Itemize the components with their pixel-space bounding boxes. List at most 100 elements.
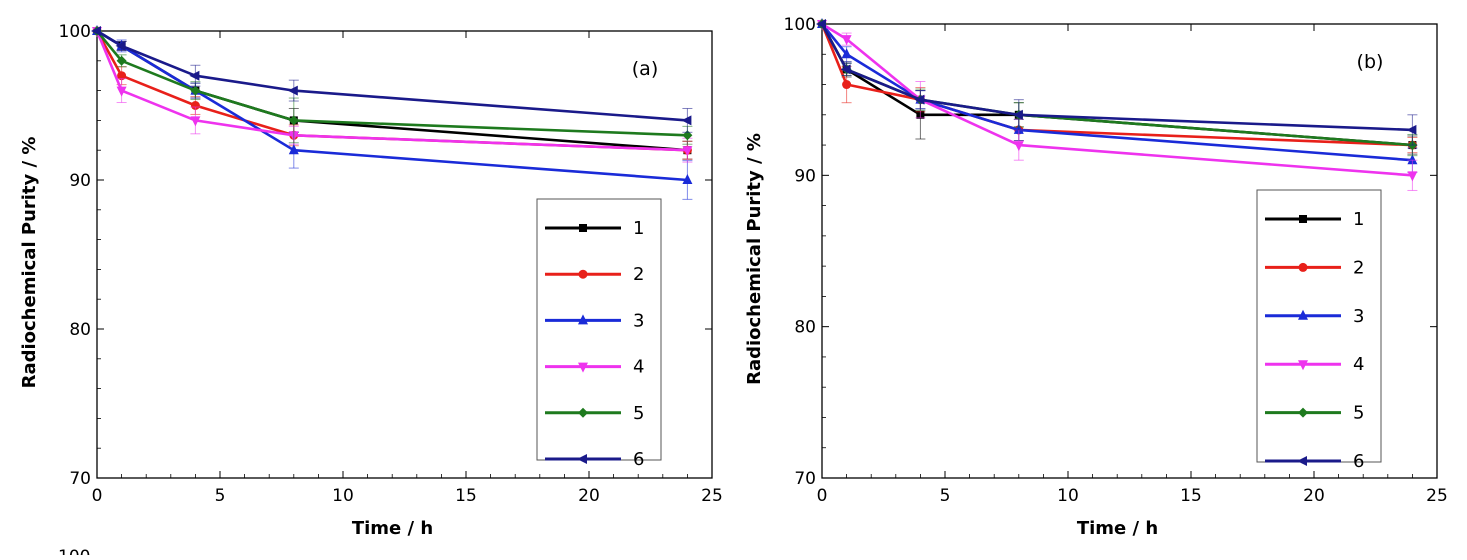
series-line <box>96 29 688 182</box>
legend-item-3: 3 <box>1265 306 1364 327</box>
series-4 <box>92 27 693 163</box>
legend-item-5: 5 <box>545 403 644 424</box>
legend-label: 3 <box>1353 306 1364 327</box>
data-point <box>816 19 826 29</box>
data-point <box>189 70 200 81</box>
legend-marker <box>1298 309 1308 320</box>
data-point <box>116 55 127 66</box>
data-point <box>914 94 925 105</box>
data-point <box>682 146 693 157</box>
data-point <box>287 85 298 96</box>
x-axis-label: Time / h <box>1077 518 1158 539</box>
plot-frame <box>96 30 713 479</box>
x-tick-label: 20 <box>1303 486 1325 506</box>
data-point <box>91 26 101 36</box>
data-point <box>288 115 299 126</box>
legend-marker <box>1298 360 1308 371</box>
legend-marker <box>1299 215 1307 223</box>
y-tick-label: 100 <box>59 22 91 42</box>
legend-item-6: 6 <box>1265 451 1364 472</box>
legend-item-1: 1 <box>1265 209 1364 230</box>
y-tick-label: 80 <box>794 318 816 338</box>
legend-box <box>1256 189 1382 463</box>
data-point <box>1407 154 1418 165</box>
legend-marker <box>1298 262 1308 272</box>
legend-label: 3 <box>633 310 644 331</box>
legend-item-4: 4 <box>545 357 644 378</box>
legend-label: 1 <box>1353 209 1364 230</box>
legend-item-2: 2 <box>545 264 644 285</box>
data-point <box>1013 141 1024 152</box>
data-point <box>1407 171 1418 182</box>
x-tick-label: 25 <box>1426 486 1448 506</box>
legend-label: 5 <box>1353 403 1364 424</box>
y-tick-label: 80 <box>69 320 91 340</box>
legend: 1 2 3 4 5 6 <box>536 198 662 470</box>
data-point <box>840 64 851 75</box>
x-axis-label: Time / h <box>352 518 433 539</box>
legend-label: 6 <box>1353 451 1364 472</box>
legend-label: 2 <box>1353 257 1364 278</box>
data-point <box>190 116 201 127</box>
legend-marker <box>577 454 587 464</box>
legend-marker <box>578 362 588 373</box>
x-tick-label: 15 <box>1180 486 1202 506</box>
series-3 <box>92 25 693 200</box>
legend-box <box>536 198 662 461</box>
y-tick-label: 90 <box>69 171 91 191</box>
data-point <box>841 48 852 59</box>
x-tick-label: 10 <box>1057 486 1079 506</box>
legend-marker <box>579 224 587 232</box>
x-tick-label: 10 <box>332 486 354 506</box>
legend-item-2: 2 <box>1265 257 1364 278</box>
series-5 <box>92 26 693 145</box>
x-tick-label: 15 <box>455 486 477 506</box>
data-point <box>681 115 692 126</box>
data-point <box>842 80 852 90</box>
x-tick-label: 0 <box>92 486 103 506</box>
y-tick-label: 70 <box>794 469 816 489</box>
panel-label: (b) <box>1357 51 1384 73</box>
stray-text: 100 <box>58 547 90 555</box>
data-point <box>288 144 299 155</box>
data-point <box>190 85 201 96</box>
y-tick-label: 90 <box>794 166 816 186</box>
panel-label: (a) <box>632 58 658 80</box>
data-point <box>1012 109 1023 120</box>
legend-label: 2 <box>633 264 644 285</box>
data-point <box>1406 124 1417 135</box>
legend-item-5: 5 <box>1265 403 1364 424</box>
legend-label: 6 <box>633 449 644 470</box>
series-6 <box>91 26 693 133</box>
legend: 1 2 3 4 5 6 <box>1256 189 1382 472</box>
legend-marker <box>578 407 588 418</box>
legend-marker <box>578 269 588 279</box>
x-tick-label: 5 <box>940 486 951 506</box>
legend-marker <box>1298 407 1308 418</box>
legend-item-4: 4 <box>1265 354 1364 375</box>
data-point <box>115 40 126 51</box>
x-tick-label: 20 <box>578 486 600 506</box>
legend-item-1: 1 <box>545 218 644 239</box>
legend-label: 4 <box>1353 354 1364 375</box>
y-axis-label: Radiochemical Purity / % <box>744 133 765 385</box>
legend-label: 5 <box>633 403 644 424</box>
legend-item-3: 3 <box>545 310 644 331</box>
x-tick-label: 0 <box>817 486 828 506</box>
data-point <box>116 86 127 97</box>
series-2 <box>817 19 1418 154</box>
legend-marker <box>578 314 588 325</box>
data-point <box>117 71 127 81</box>
y-tick-label: 70 <box>69 469 91 489</box>
series-6 <box>816 19 1418 146</box>
legend-marker <box>1297 456 1307 466</box>
data-point <box>190 101 200 110</box>
plot-frame <box>821 23 1438 479</box>
series-line <box>96 29 688 122</box>
legend-label: 1 <box>633 218 644 239</box>
data-point <box>682 174 693 184</box>
x-tick-label: 25 <box>701 486 723 506</box>
x-tick-label: 5 <box>215 486 226 506</box>
